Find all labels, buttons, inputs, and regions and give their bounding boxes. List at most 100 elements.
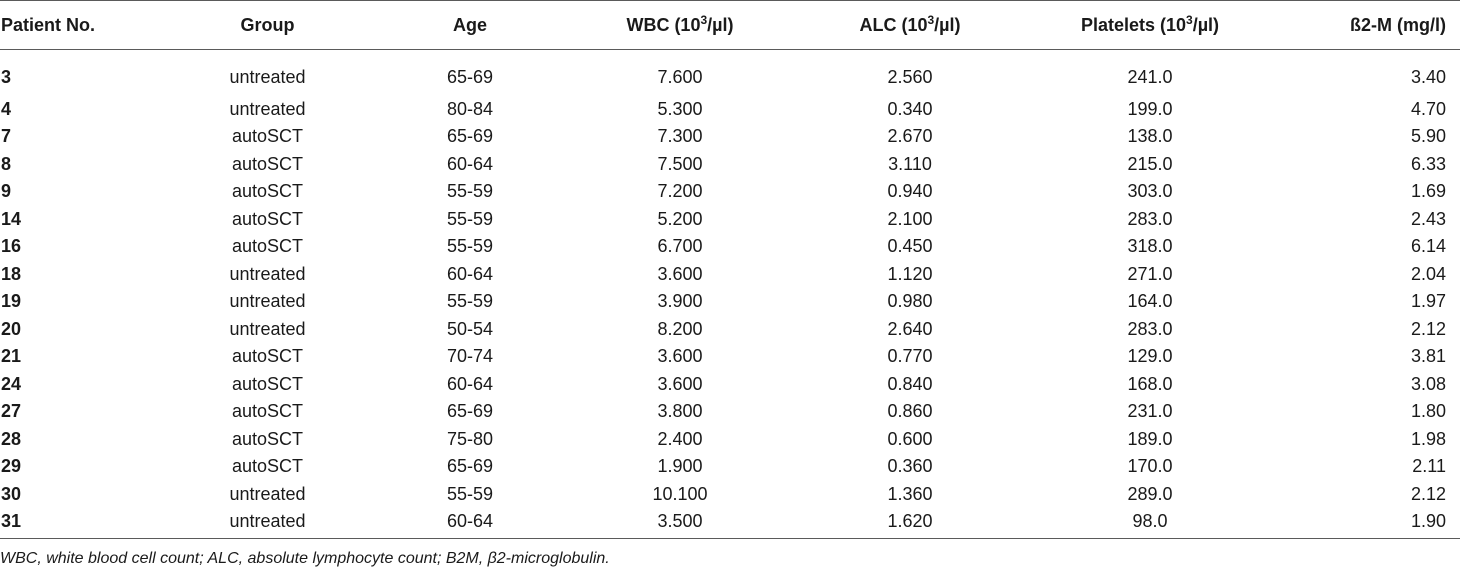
cell-age: 65-69	[446, 401, 494, 422]
table-row: 16 autoSCT 55-59 6.700 0.450 318.0 6.14	[0, 233, 1460, 261]
cell-alc: 1.620	[887, 511, 933, 532]
cell-age: 60-64	[446, 263, 494, 284]
table-row: 27 autoSCT 65-69 3.800 0.860 231.0 1.80	[0, 398, 1460, 426]
cell-alc: 0.840	[887, 373, 933, 394]
cell-wbc: 7.200	[657, 181, 703, 202]
cell-wbc: 3.600	[657, 373, 703, 394]
cell-alc: 0.600	[887, 428, 933, 449]
cell-alc: 0.360	[887, 456, 933, 477]
cell-b2m: 2.12	[1410, 318, 1446, 339]
cell-age: 55-59	[446, 208, 494, 229]
cell-alc: 2.100	[887, 208, 933, 229]
cell-group: untreated	[229, 318, 306, 339]
cell-patient-no: 29	[1, 456, 22, 477]
cell-patient-no: 19	[1, 291, 22, 312]
cell-wbc: 7.600	[657, 67, 703, 87]
cell-alc: 0.980	[887, 291, 933, 312]
table-row: 4 untreated 80-84 5.300 0.340 199.0 4.70	[0, 95, 1460, 123]
cell-alc: 2.670	[887, 126, 933, 147]
cell-age: 65-69	[446, 456, 494, 477]
cell-b2m: 1.80	[1410, 401, 1446, 422]
cell-b2m: 1.97	[1410, 291, 1446, 312]
cell-group: autoSCT	[231, 126, 304, 147]
cell-platelets: 164.0	[1127, 291, 1173, 312]
table-row: 20 untreated 50-54 8.200 2.640 283.0 2.12	[0, 315, 1460, 343]
cell-patient-no: 31	[1, 511, 22, 532]
cell-b2m: 6.33	[1410, 153, 1446, 174]
cell-group: untreated	[229, 263, 306, 284]
cell-platelets: 283.0	[1127, 318, 1173, 339]
cell-wbc: 3.900	[657, 291, 703, 312]
cell-patient-no: 3	[1, 67, 12, 87]
cell-wbc: 7.300	[657, 126, 703, 147]
cell-wbc: 5.300	[657, 98, 703, 119]
cell-b2m: 1.98	[1410, 428, 1446, 449]
cell-group: autoSCT	[231, 208, 304, 229]
cell-age: 55-59	[446, 181, 494, 202]
table-row: 30 untreated 55-59 10.100 1.360 289.0 2.12	[0, 480, 1460, 508]
header-alc: ALC (103/µl)	[859, 12, 961, 35]
cell-alc: 0.940	[887, 181, 933, 202]
table-top-rule	[0, 0, 1460, 1]
cell-platelets: 283.0	[1127, 208, 1173, 229]
cell-alc: 1.120	[887, 263, 933, 284]
cell-platelets: 303.0	[1127, 181, 1173, 202]
cell-wbc: 6.700	[657, 236, 703, 257]
header-b2m: ß2-M (mg/l)	[1350, 14, 1446, 35]
cell-age: 70-74	[446, 346, 494, 367]
cell-alc: 2.560	[887, 67, 933, 87]
table-row: 3 untreated 65-69 7.600 2.560 241.0 3.40	[0, 50, 1460, 95]
cell-age: 55-59	[446, 291, 494, 312]
table-row: 14 autoSCT 55-59 5.200 2.100 283.0 2.43	[0, 205, 1460, 233]
cell-platelets: 318.0	[1127, 236, 1173, 257]
cell-platelets: 138.0	[1127, 126, 1173, 147]
table-footnote: WBC, white blood cell count; ALC, absolu…	[0, 550, 610, 567]
cell-group: untreated	[229, 67, 306, 87]
cell-b2m: 1.90	[1410, 511, 1446, 532]
table-row: 24 autoSCT 60-64 3.600 0.840 168.0 3.08	[0, 370, 1460, 398]
table-row: 19 untreated 55-59 3.900 0.980 164.0 1.97	[0, 288, 1460, 316]
cell-wbc: 5.200	[657, 208, 703, 229]
cell-wbc: 2.400	[657, 428, 703, 449]
table-row: 21 autoSCT 70-74 3.600 0.770 129.0 3.81	[0, 343, 1460, 371]
cell-group: autoSCT	[231, 346, 304, 367]
cell-alc: 0.450	[887, 236, 933, 257]
cell-patient-no: 24	[1, 373, 22, 394]
cell-alc: 2.640	[887, 318, 933, 339]
cell-platelets: 215.0	[1127, 153, 1173, 174]
cell-group: autoSCT	[231, 428, 304, 449]
cell-platelets: 271.0	[1127, 263, 1173, 284]
cell-platelets: 129.0	[1127, 346, 1173, 367]
cell-age: 65-69	[446, 67, 494, 87]
table-row: 31 untreated 60-64 3.500 1.620 98.0 1.90	[0, 508, 1460, 536]
cell-patient-no: 30	[1, 483, 22, 504]
table-header-rule	[0, 49, 1460, 50]
cell-age: 80-84	[446, 98, 494, 119]
cell-b2m: 2.11	[1412, 456, 1446, 477]
header-platelets: Platelets (103/µl)	[1080, 12, 1220, 35]
cell-group: autoSCT	[231, 236, 304, 257]
table-body: 3 untreated 65-69 7.600 2.560 241.0 3.40 4 untre…	[0, 50, 1460, 535]
cell-age: 60-64	[446, 511, 494, 532]
cell-b2m: 2.04	[1410, 263, 1446, 284]
cell-wbc: 3.500	[657, 511, 703, 532]
cell-patient-no: 16	[1, 236, 22, 257]
cell-age: 60-64	[446, 373, 494, 394]
cell-group: autoSCT	[231, 456, 304, 477]
header-patient-no: Patient No.	[1, 14, 96, 35]
cell-b2m: 3.40	[1410, 67, 1446, 87]
cell-group: untreated	[229, 98, 306, 119]
cell-age: 65-69	[446, 126, 494, 147]
cell-platelets: 289.0	[1127, 483, 1173, 504]
cell-b2m: 3.81	[1410, 346, 1446, 367]
cell-platelets: 168.0	[1127, 373, 1173, 394]
cell-age: 75-80	[446, 428, 494, 449]
cell-group: untreated	[229, 483, 306, 504]
cell-alc: 0.770	[887, 346, 933, 367]
cell-wbc: 10.100	[652, 483, 708, 504]
table-row: 8 autoSCT 60-64 7.500 3.110 215.0 6.33	[0, 150, 1460, 178]
cell-b2m: 2.43	[1410, 208, 1446, 229]
cell-platelets: 241.0	[1127, 67, 1173, 87]
cell-patient-no: 9	[1, 181, 12, 202]
cell-alc: 0.340	[887, 98, 933, 119]
